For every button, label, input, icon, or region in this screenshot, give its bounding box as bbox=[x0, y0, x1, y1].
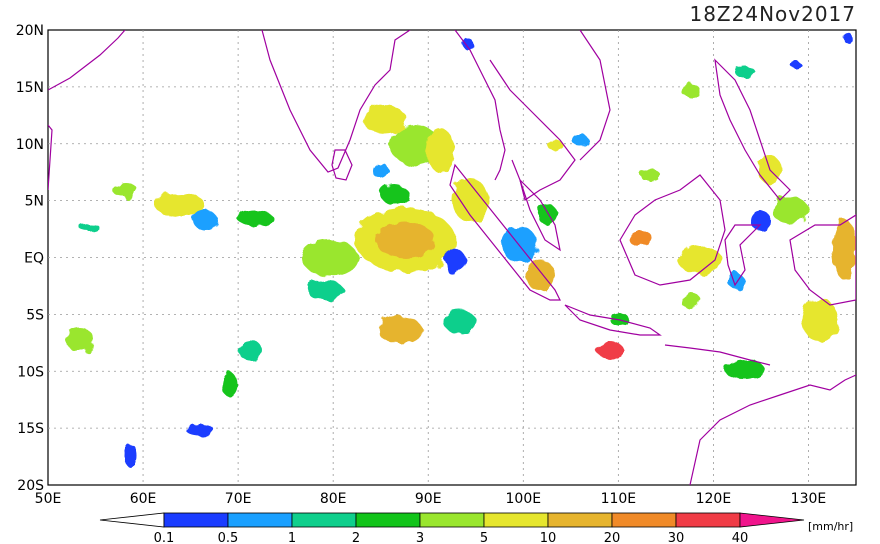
colorbar-tick-label: 30 bbox=[668, 531, 685, 544]
colorbar-segment bbox=[355, 512, 421, 528]
coast-philippines bbox=[714, 58, 791, 201]
lon-label: 130E bbox=[791, 491, 827, 507]
colorbar-tick-label: 1 bbox=[288, 531, 296, 544]
colorbar-tick-label: 0.1 bbox=[154, 531, 175, 544]
rain-cell-arabian-sea bbox=[80, 182, 273, 232]
latitude-labels: 20N 15N 10N 5N EQ 5S 10S 15S 20S bbox=[16, 23, 44, 494]
colorbar-segment bbox=[419, 512, 485, 528]
map-title: 18Z24Nov2017 bbox=[689, 2, 856, 26]
lat-label: 5S bbox=[26, 307, 44, 323]
lon-label: 110E bbox=[601, 491, 637, 507]
colorbar-segment bbox=[291, 512, 357, 528]
rain-cell-central bbox=[302, 208, 465, 300]
lat-label: 10S bbox=[17, 364, 44, 380]
coast-java bbox=[564, 304, 662, 336]
coast-sumatra bbox=[449, 163, 561, 301]
lon-label: 50E bbox=[35, 491, 62, 507]
coast-malaysia bbox=[519, 179, 561, 252]
rain-cell-north-bay bbox=[363, 106, 454, 205]
lat-label: 10N bbox=[16, 137, 44, 153]
coast-vietnam bbox=[579, 30, 611, 161]
coast-lesser-sunda bbox=[664, 344, 771, 366]
colorbar: 0.1 0.5 1 2 3 5 10 20 30 40 bbox=[99, 512, 805, 544]
lat-label: 20N bbox=[16, 23, 44, 39]
lon-label: 120E bbox=[696, 491, 732, 507]
lon-label: 100E bbox=[506, 491, 542, 507]
colorbar-unit: [mm/hr] bbox=[808, 520, 853, 533]
colorbar-max-arrow bbox=[739, 512, 805, 528]
coast-arabia bbox=[48, 30, 126, 91]
colorbar-segment bbox=[547, 512, 613, 528]
colorbar-segment bbox=[675, 512, 741, 528]
lat-label: 15N bbox=[16, 80, 44, 96]
coast-sulawesi bbox=[724, 224, 762, 287]
colorbar-min-arrow bbox=[99, 512, 165, 528]
colorbar-segment bbox=[163, 512, 229, 528]
lon-label: 60E bbox=[130, 491, 157, 507]
lon-label: 70E bbox=[225, 491, 252, 507]
precipitation-field bbox=[66, 33, 856, 467]
colorbar-tick-label: 3 bbox=[416, 531, 424, 544]
coast-indochina bbox=[489, 59, 576, 201]
lat-label: 20S bbox=[17, 478, 44, 494]
coast-new-guinea bbox=[789, 214, 856, 306]
longitude-labels: 50E 60E 70E 80E 90E 100E 110E 120E 130E bbox=[35, 491, 827, 507]
rain-cell-indonesia bbox=[596, 156, 856, 380]
lat-label: 15S bbox=[17, 421, 44, 437]
colorbar-segment bbox=[611, 512, 677, 528]
colorbar-tick-label: 2 bbox=[352, 531, 360, 544]
coast-africa bbox=[48, 124, 53, 191]
lat-label: EQ bbox=[24, 251, 44, 267]
coastlines bbox=[48, 30, 856, 485]
colorbar-tick-label: 10 bbox=[540, 531, 557, 544]
colorbar-tick-label: 40 bbox=[732, 531, 749, 544]
coast-sri-lanka bbox=[331, 149, 353, 181]
colorbar-segment bbox=[227, 512, 293, 528]
coast-bay-of-bengal-east bbox=[454, 30, 506, 181]
coast-australia bbox=[689, 374, 856, 485]
lon-label: 90E bbox=[415, 491, 442, 507]
coast-borneo bbox=[619, 174, 726, 286]
rain-cell-south bbox=[66, 310, 476, 467]
colorbar-segment bbox=[483, 512, 549, 528]
rain-cell-sumatra bbox=[452, 178, 558, 291]
colorbar-tick-label: 5 bbox=[480, 531, 488, 544]
coast-india bbox=[261, 30, 411, 173]
lat-label: 5N bbox=[25, 194, 44, 210]
colorbar-tick-label: 20 bbox=[604, 531, 621, 544]
colorbar-tick-label: 0.5 bbox=[218, 531, 239, 544]
lon-label: 80E bbox=[320, 491, 347, 507]
